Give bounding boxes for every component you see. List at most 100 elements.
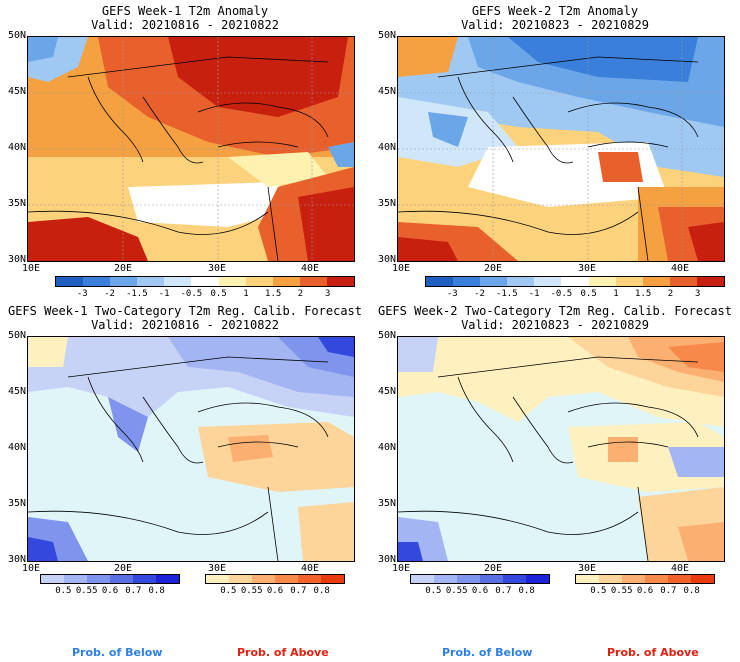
colorbar-swatch: [83, 277, 111, 286]
lon-label: 30E: [577, 563, 597, 574]
prob-above-label: Prob. of Above: [607, 646, 699, 659]
colorbar-tick-label: 0.55: [445, 586, 468, 596]
colorbar-swatch: [245, 277, 273, 286]
colorbar-swatch: [218, 277, 246, 286]
colorbar-swatch: [411, 575, 434, 583]
colorbar-swatch: [696, 277, 725, 286]
lat-label: 45N: [377, 386, 396, 397]
colorbar-swatch: [526, 575, 549, 583]
colorbar-swatch: [133, 575, 156, 583]
lon-label: 40E: [670, 263, 690, 274]
lat-label: 35N: [7, 198, 26, 209]
colorbar-swatch: [87, 575, 110, 583]
colorbar-tick-label: 0.7: [290, 586, 307, 596]
colorbar-tick-label: 1.5: [635, 289, 652, 299]
below-colorbar: [410, 574, 550, 584]
colorbar-swatch: [642, 277, 670, 286]
colorbar-swatch: [480, 277, 508, 286]
below-colorbar: [40, 574, 180, 584]
colorbar-tick-label: 1.5: [265, 289, 282, 299]
colorbar-tick-label: 0.6: [636, 586, 654, 596]
colorbar-tick-label: 0.5: [220, 586, 237, 596]
lat-label: 50N: [377, 330, 396, 341]
colorbar-swatch: [137, 277, 165, 286]
colorbar-tick-label: -0.5: [180, 289, 203, 299]
colorbar-swatch: [252, 575, 275, 583]
colorbar-tick-label: 0.8: [683, 586, 700, 596]
colorbar-swatch: [64, 575, 87, 583]
colorbar-swatch: [622, 575, 645, 583]
panel-valid-dates: Valid: 20210823 - 20210829: [461, 18, 649, 32]
colorbar-swatch: [229, 575, 252, 583]
colorbar-swatch: [507, 277, 535, 286]
panel-title: GEFS Week-2 T2m Anomaly: [471, 4, 639, 18]
lat-label: 35N: [377, 498, 396, 509]
lat-label: 30N: [377, 554, 396, 565]
lon-label: 40E: [300, 563, 320, 574]
panel-week2-probability: GEFS Week-2 Two-Category T2m Reg. Calib.…: [370, 300, 740, 600]
colorbar-swatch: [298, 575, 321, 583]
colorbar-swatch: [480, 575, 503, 583]
probability-map-week1: [27, 336, 355, 562]
colorbar-tick-label: 0.6: [101, 586, 119, 596]
colorbar-swatch: [275, 575, 298, 583]
colorbar-swatch: [576, 575, 599, 583]
lat-label: 40N: [377, 442, 396, 453]
lat-label: 45N: [7, 386, 26, 397]
lon-label: 30E: [207, 263, 227, 274]
colorbar-swatch: [164, 277, 192, 286]
colorbar-tick-label: 3: [695, 289, 701, 299]
lon-label: 20E: [113, 263, 133, 274]
colorbar-tick-label: 0.8: [148, 586, 165, 596]
anomaly-colorbar: [425, 276, 725, 287]
lat-label: 35N: [377, 198, 396, 209]
colorbar-swatch: [41, 575, 64, 583]
prob-below-label: Prob. of Below: [72, 646, 163, 659]
lat-label: 30N: [7, 254, 26, 265]
colorbar-tick-label: 0.5: [55, 586, 72, 596]
colorbar-swatch: [191, 277, 219, 286]
colorbar-tick-label: -3: [446, 289, 458, 299]
colorbar-swatch: [272, 277, 300, 286]
colorbar-tick-label: -2: [474, 289, 485, 299]
colorbar-tick-label: -1: [528, 289, 540, 299]
lon-label: 40E: [670, 563, 690, 574]
lat-label: 40N: [7, 442, 26, 453]
lat-label: 40N: [7, 142, 26, 153]
colorbar-tick-label: 0.5: [210, 289, 227, 299]
lon-label: 20E: [483, 263, 503, 274]
colorbar-swatch: [457, 575, 480, 583]
lon-label: 30E: [577, 263, 597, 274]
lon-label: 10E: [391, 563, 411, 574]
colorbar-tick-label: -1.5: [125, 289, 148, 299]
above-colorbar: [205, 574, 345, 584]
panel-week2-anomaly: GEFS Week-2 T2m Anomaly Valid: 20210823 …: [370, 0, 740, 300]
lon-label: 10E: [391, 263, 411, 274]
panel-title: GEFS Week-2 Two-Category T2m Reg. Calib.…: [377, 304, 732, 318]
lat-label: 45N: [377, 86, 396, 97]
colorbar-tick-label: -2: [104, 289, 115, 299]
colorbar-tick-label: 0.5: [590, 586, 607, 596]
probability-map-week2: [397, 336, 725, 562]
lat-label: 50N: [7, 30, 26, 41]
colorbar-tick-label: 3: [325, 289, 331, 299]
colorbar-swatch: [206, 575, 229, 583]
panel-week1-anomaly: GEFS Week-1 T2m Anomaly Valid: 20210816 …: [0, 0, 370, 300]
colorbar-tick-label: -1.5: [495, 289, 518, 299]
anomaly-colorbar: [55, 276, 355, 287]
colorbar-tick-label: 0.7: [125, 586, 142, 596]
prob-above-label: Prob. of Above: [237, 646, 329, 659]
lon-label: 30E: [207, 563, 227, 574]
colorbar-tick-label: 0.7: [495, 586, 512, 596]
colorbar-swatch: [645, 575, 668, 583]
lat-label: 50N: [377, 30, 396, 41]
colorbar-swatch: [110, 575, 133, 583]
panel-valid-dates: Valid: 20210816 - 20210822: [91, 18, 279, 32]
colorbar-tick-label: -3: [76, 289, 88, 299]
colorbar-swatch: [321, 575, 344, 583]
panel-valid-dates: Valid: 20210823 - 20210829: [461, 318, 649, 332]
colorbar-tick-label: -1: [158, 289, 170, 299]
colorbar-swatch: [326, 277, 355, 286]
above-colorbar: [575, 574, 715, 584]
anomaly-map-week1: [27, 36, 355, 262]
